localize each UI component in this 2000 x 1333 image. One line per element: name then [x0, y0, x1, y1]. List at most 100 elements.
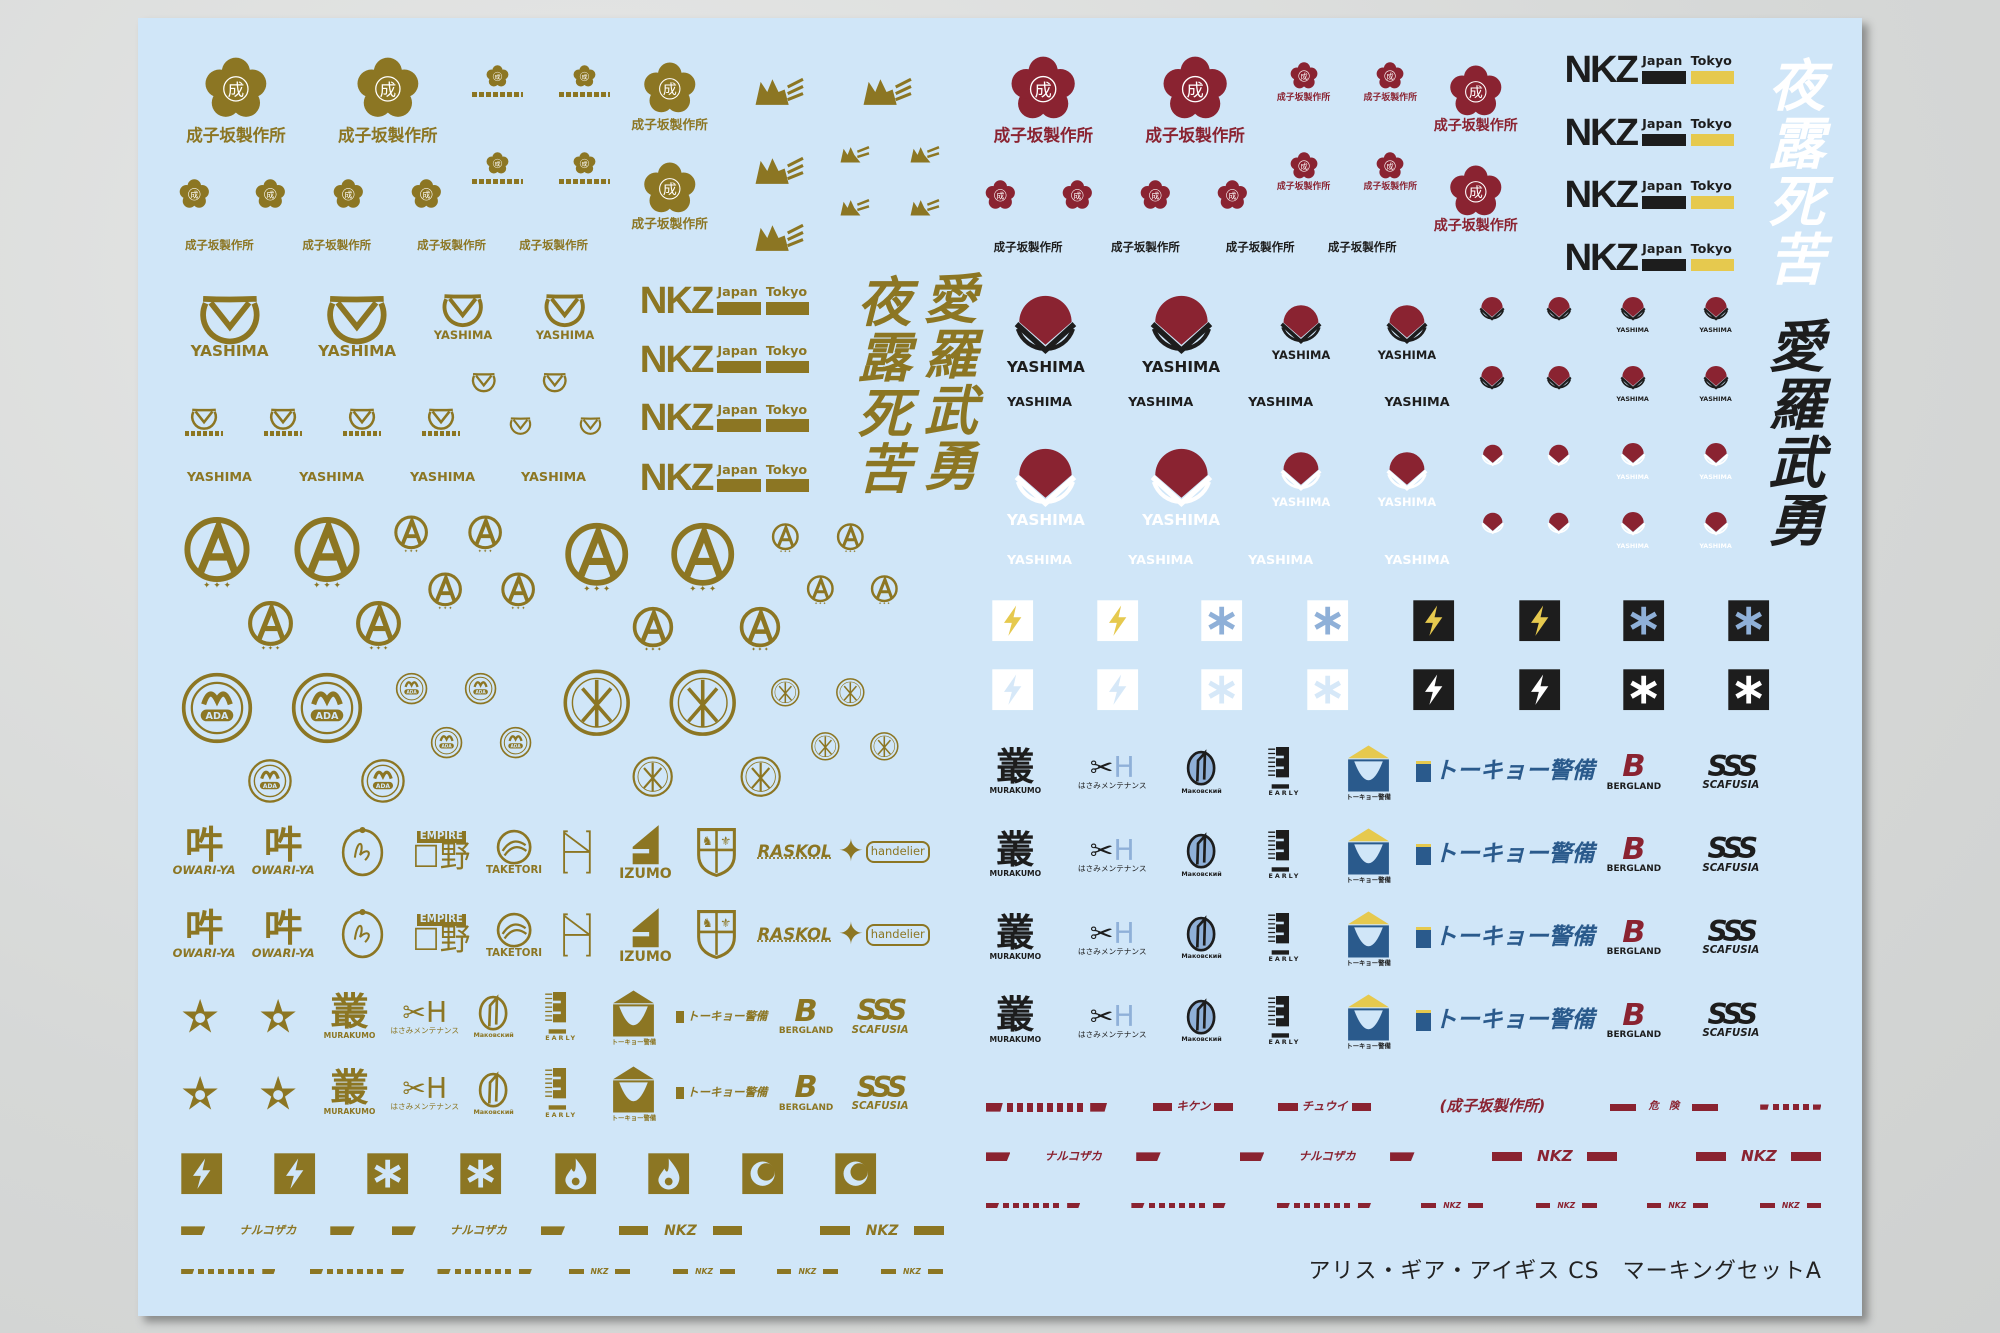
early-text: EARLY [545, 1110, 578, 1119]
stripe-bar [437, 1268, 451, 1275]
fan-emblem-icon [1703, 365, 1729, 390]
flower-glyph: 成 [379, 81, 396, 100]
wolf-head-icon [755, 156, 804, 184]
star-emblem-icon [259, 997, 297, 1035]
a-circle-emblem-icon: ✦ ✦ ✦ [290, 514, 364, 591]
company-label: 成子坂製作所 [977, 240, 1079, 255]
fan-emblem-icon [1011, 444, 1080, 513]
fan-emblem-icon [1386, 305, 1428, 345]
yashima-label: YASHIMA [1142, 357, 1221, 376]
nkz-japan-tokyo-logo: NKZ Japan Tokyo [635, 340, 814, 379]
yashima-label: YASHIMA [1569, 469, 1697, 484]
tokyo-text: Tokyo [765, 285, 808, 301]
murakumo-text: MURAKUMO [989, 785, 1042, 795]
arrow-target-emblem-icon [835, 677, 866, 708]
yashima-label: YASHIMA [1360, 554, 1475, 569]
makov-text: Маковский [1181, 786, 1222, 795]
lightning-bolt-icon [1413, 600, 1455, 642]
flower-glyph: 成 [344, 189, 352, 199]
murakumo-logo: 叢 MURAKUMO [320, 1065, 379, 1121]
tokyo-keibi-emblem: トーキョー警備 [1341, 823, 1397, 887]
yashima-emblem-icon [509, 412, 532, 435]
plum-flower-icon: 成 [1450, 165, 1502, 215]
yashima-emblem-icon [442, 294, 484, 328]
tokyo-keibi-text: トーキョー警備 [1433, 758, 1595, 785]
a-circle-emblem-icon: ✦ ✦ ✦ [426, 571, 464, 612]
flower-glyph: 成 [1387, 162, 1394, 171]
dash-bar [558, 91, 610, 97]
crest-shield-icon: ♞ ⚜ [697, 827, 737, 877]
kiken-kanji-stripe: 危 険 [1609, 1101, 1719, 1112]
murakumo-glyph: 叢 [330, 989, 369, 1035]
svg-text:✦ ✦ ✦: ✦ ✦ ✦ [403, 548, 418, 554]
dash-bar [422, 431, 461, 437]
tokyo-keibi-text: トーキョー警備 [1433, 841, 1595, 868]
flame-icon [647, 1153, 689, 1194]
early-bars-icon [544, 1068, 566, 1110]
sheet-footer-title: アリス・ギア・アイギス CS マーキングセットA [1308, 1259, 1822, 1284]
ada-text: ADA [510, 743, 521, 749]
nkz-text: NKZ [639, 396, 715, 440]
bergland-text: BERGLAND [1606, 1030, 1662, 1041]
lightning-bolt-icon [1518, 668, 1561, 711]
early-text: EARLY [1268, 872, 1301, 881]
asterisk-icon [366, 1152, 409, 1195]
dash-bar [558, 91, 610, 97]
plum-flower-icon: 成 [1217, 180, 1248, 211]
ada-seal-icon: ADA [180, 671, 254, 745]
svg-text:♞: ♞ [702, 833, 713, 847]
early-bars-icon [544, 991, 566, 1034]
nkz-stripe: NKZ [1492, 1148, 1618, 1164]
a-circle-emblem-icon: ✦ ✦ ✦ [671, 523, 735, 595]
stripe-pattern [198, 1268, 259, 1275]
vertical-kanji: 愛羅武勇 [1759, 317, 1826, 550]
plum-flower-icon: 成 [644, 162, 696, 213]
murakumo-glyph: 叢 [996, 910, 1035, 956]
stripe-bar [330, 1226, 355, 1236]
makovsky-emblem-icon [1187, 749, 1216, 786]
ada-seal-icon: ADA [499, 726, 532, 759]
nkz-stripe: NKZ [820, 1224, 944, 1238]
early-logo: EARLY [1265, 823, 1303, 887]
fan-emblem-icon [1619, 441, 1647, 469]
ada-text: ADA [476, 690, 487, 696]
nkz-japan-tokyo-logo: NKZ Japan Tokyo [1560, 238, 1739, 277]
fan-emblem-icon [1547, 513, 1571, 535]
fan-emblem-icon [1479, 365, 1505, 390]
japan-text: Japan [1642, 179, 1683, 195]
fan-emblem-icon [1546, 296, 1572, 321]
code-box [765, 419, 810, 433]
yashima-emblem-icon [327, 295, 387, 344]
vertical-kanji: 夜露死苦 [848, 274, 912, 497]
stripe-bar [820, 1226, 850, 1236]
svg-text:⚜: ⚜ [721, 916, 732, 930]
bergland-logo: B BERGLAND [1602, 912, 1666, 963]
nkz-small-stripe-text: NKZ [798, 1266, 817, 1276]
lightning-bolt-icon [992, 600, 1034, 642]
kiken-stripe: キケン [1153, 1100, 1234, 1112]
company-label: 成子坂製作所 [401, 239, 503, 254]
arrow-target-emblem-icon [739, 755, 782, 798]
yashima-label: YASHIMA [1117, 357, 1245, 376]
nkz-small-stripe: NKZ [1535, 1201, 1597, 1210]
fan-emblem-icon [1480, 513, 1504, 535]
plum-flower-icon: 成 [1062, 180, 1093, 211]
yashima-emblem-icon [471, 367, 497, 393]
plum-flower-icon: 成 [1290, 152, 1318, 180]
svg-text:✦ ✦ ✦: ✦ ✦ ✦ [752, 645, 770, 652]
fan-emblem-icon [1546, 365, 1572, 390]
tokyo-text: Tokyo [765, 343, 808, 359]
murakumo-text: MURAKUMO [989, 951, 1042, 961]
fan-emblem-icon [1386, 452, 1428, 491]
stripe-bar [181, 1268, 195, 1275]
yashima-emblem-icon [542, 373, 567, 393]
nkz-japan-tokyo-logo: NKZ Japan Tokyo [1560, 113, 1739, 152]
stripe-bar [568, 1268, 584, 1275]
taketori-text: TAKETORI [485, 947, 543, 959]
vertical-kanji-decal: 愛羅武勇 [1754, 317, 1831, 550]
narukozaka-stripe-text: ナルコザカ [239, 1223, 297, 1238]
star-emblem-icon [182, 1075, 218, 1110]
yashima-label: YASHIMA [1569, 323, 1697, 338]
lightning-bolt-icon [1096, 669, 1138, 711]
murakumo-text: MURAKUMO [323, 1107, 376, 1117]
